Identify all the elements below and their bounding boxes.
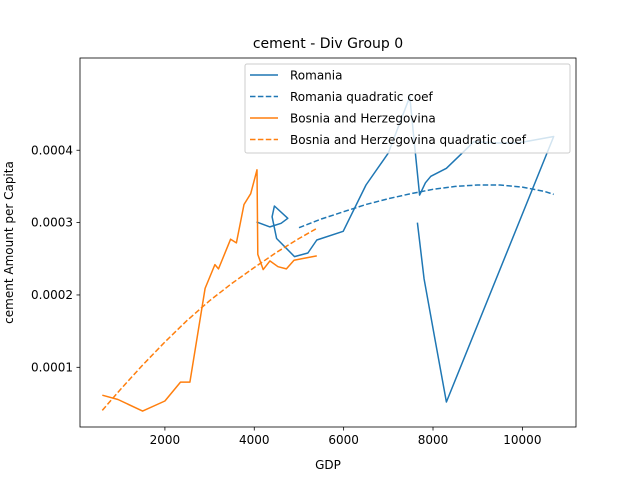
series-line-bosnia-and-herzegovina bbox=[102, 169, 317, 412]
axes-frame bbox=[79, 57, 577, 428]
legend-label-romania-quadratic-coef: Romania quadratic coef bbox=[290, 90, 434, 104]
legend-label-bosnia-and-herzegovina: Bosnia and Herzegovina bbox=[290, 112, 436, 126]
x-tick-label: 4000 bbox=[239, 433, 270, 447]
ticks-layer: 2000 4000 6000 8000 10000 0.0001 0.0002 0.0003 0… bbox=[31, 143, 541, 447]
legend-label-bosnia-and-herzegovina-quadratic-coef: Bosnia and Herzegovina quadratic coef bbox=[290, 133, 527, 147]
y-tick-label: 0.0002 bbox=[31, 288, 73, 302]
x-tick-label: 6000 bbox=[328, 433, 359, 447]
legend: Romania Romania quadratic coef Bosnia and … bbox=[244, 63, 571, 154]
series-line-romania-quadratic-coef bbox=[298, 184, 554, 229]
legend-box bbox=[244, 63, 571, 154]
x-axis-label: GDP bbox=[315, 458, 341, 472]
y-tick-label: 0.0001 bbox=[31, 360, 73, 374]
x-tick-label: 2000 bbox=[150, 433, 181, 447]
series-line-bosnia-and-herzegovina-quadratic-coef bbox=[101, 227, 318, 411]
y-tick-label: 0.0004 bbox=[31, 143, 73, 157]
y-tick-label: 0.0003 bbox=[31, 216, 73, 230]
legend-label-romania: Romania bbox=[290, 69, 342, 83]
chart-title: cement - Div Group 0 bbox=[253, 36, 403, 52]
y-axis-label: cement Amount per Capita bbox=[2, 161, 16, 324]
x-tick-label: 10000 bbox=[503, 433, 541, 447]
x-tick-label: 8000 bbox=[418, 433, 449, 447]
